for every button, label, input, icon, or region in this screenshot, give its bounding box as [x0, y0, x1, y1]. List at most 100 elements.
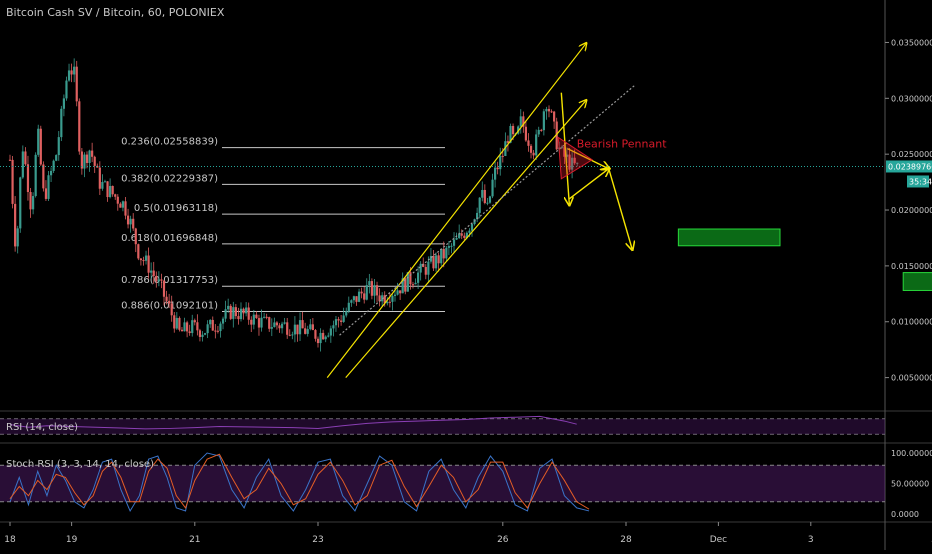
candle-body	[429, 256, 433, 262]
candle-body	[432, 256, 435, 269]
candle-body	[275, 322, 279, 326]
candle-body	[73, 66, 76, 75]
candle-body	[221, 318, 225, 324]
candle-body	[39, 128, 42, 165]
time-axis[interactable]: 181921232628Dec3571012	[4, 522, 932, 545]
candle-body	[103, 181, 107, 183]
candle-body	[268, 317, 271, 329]
x-tick-label: Dec	[710, 535, 727, 545]
candle-body	[57, 137, 60, 156]
candle-body	[109, 185, 112, 198]
candle-body	[571, 157, 574, 170]
bearish-pennant-shape[interactable]	[557, 136, 594, 180]
candle-body	[347, 302, 350, 312]
candle-body	[219, 323, 222, 332]
candle-body	[14, 203, 17, 247]
candle-body	[34, 154, 37, 197]
candle-body	[216, 330, 219, 332]
candle-body	[522, 116, 525, 127]
candle-body	[142, 260, 145, 262]
candle-body	[11, 159, 14, 204]
candle-body	[180, 329, 184, 332]
fibonacci-retracement[interactable]: 0.236(0.02558839) 0.382(0.02229387) 0.5(0.…	[121, 137, 445, 312]
candle-body	[440, 248, 443, 264]
candle-body	[452, 239, 456, 246]
candle-body	[132, 218, 135, 229]
candle-body	[98, 167, 101, 189]
candle-body	[134, 228, 137, 245]
candle-body	[411, 284, 415, 286]
candle-body	[121, 201, 125, 208]
candle-body	[511, 125, 515, 135]
candle-body	[283, 322, 286, 324]
candle-body	[309, 324, 312, 330]
fib-level-label: 0.786(0.01317753)	[121, 275, 218, 286]
candle-body	[252, 314, 255, 325]
target-zone-box[interactable]	[677, 228, 781, 247]
candle-body	[357, 291, 361, 302]
candle-body	[550, 111, 553, 113]
chart-title: Bitcoin Cash SV / Bitcoin, 60, POLONIEX	[6, 6, 225, 19]
projection-arrow[interactable]	[608, 168, 632, 249]
trend-channel-line[interactable]	[345, 101, 586, 378]
candle-body	[237, 316, 240, 320]
candle-body	[386, 301, 389, 304]
trend-channel-line[interactable]	[326, 44, 586, 378]
candle-body	[555, 121, 558, 150]
candle-body	[468, 230, 471, 233]
candle-body	[350, 300, 353, 303]
candle-body	[129, 218, 132, 225]
candle-body	[560, 147, 563, 149]
stoch-tick-label: 100.00000	[891, 449, 932, 458]
candle-body	[16, 228, 19, 247]
candle-body	[65, 80, 68, 99]
candle-body	[547, 108, 551, 112]
candle-body	[49, 170, 53, 176]
candle-body	[168, 300, 171, 304]
candle-body	[260, 317, 263, 328]
candle-body	[419, 263, 422, 273]
candle-body	[327, 335, 330, 337]
candle-body	[160, 279, 163, 281]
projection-arrow[interactable]	[568, 169, 608, 200]
projection-arrow[interactable]	[567, 147, 608, 169]
candle-body	[342, 315, 345, 322]
candle-body	[537, 129, 540, 135]
candle-body	[242, 308, 245, 314]
candle-body	[265, 316, 268, 318]
trend-channel-line[interactable]	[339, 84, 636, 336]
candle-body	[406, 272, 409, 292]
projection-arrow[interactable]	[560, 92, 569, 205]
x-tick-label: 28	[620, 535, 632, 545]
candle-body	[111, 185, 114, 195]
candle-body	[304, 328, 307, 334]
candle-body	[188, 331, 191, 334]
candle-body	[368, 281, 371, 286]
candle-body	[193, 320, 196, 323]
candle-body	[196, 322, 199, 331]
candle-body	[245, 307, 248, 314]
candle-body	[535, 134, 538, 156]
candle-body	[96, 165, 99, 168]
candle-body	[306, 329, 309, 334]
target-zone-box[interactable]	[902, 272, 932, 291]
rsi-band-fill	[0, 418, 885, 435]
x-tick-label: 23	[312, 535, 323, 545]
candle-body	[445, 247, 448, 259]
candle-body	[437, 255, 440, 264]
candle-body	[137, 244, 140, 259]
candle-body	[88, 150, 91, 163]
last-price-tag	[886, 160, 932, 173]
candle-body	[324, 336, 327, 340]
candle-body	[499, 155, 502, 170]
trend-drawings[interactable]: Bearish Pennant	[0, 44, 932, 378]
candle-body	[488, 196, 492, 203]
candle-body	[247, 307, 250, 320]
candle-body	[337, 319, 340, 321]
